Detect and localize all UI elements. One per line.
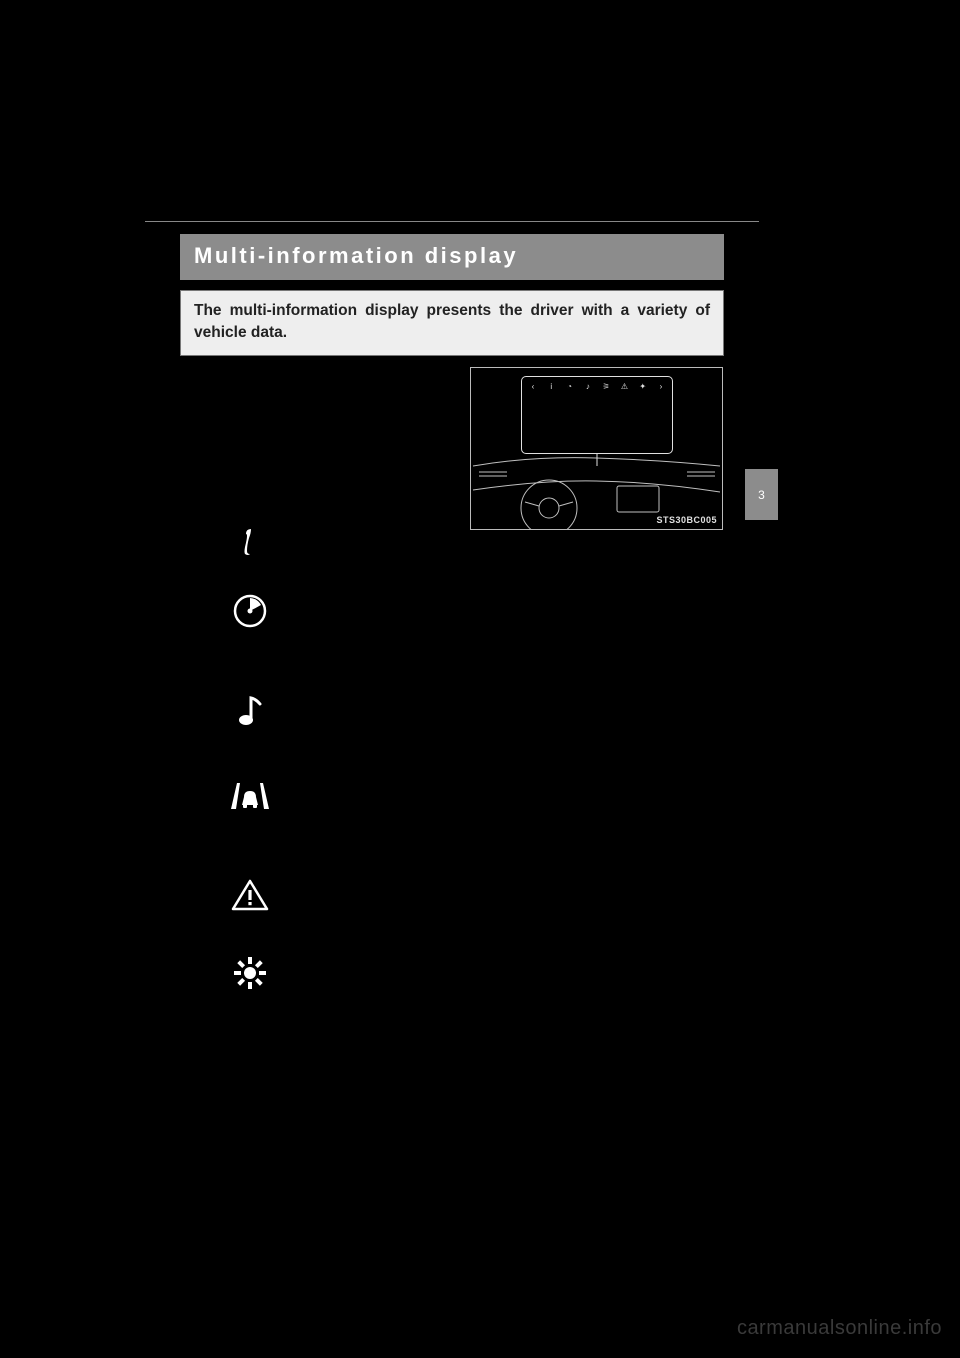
dashboard-outline	[471, 368, 722, 529]
section-title-bar: Multi-information display	[180, 234, 724, 280]
main-content: Multi-information display The multi-info…	[180, 234, 724, 356]
watermark: carmanualsonline.info	[737, 1317, 942, 1340]
audio-icon	[225, 690, 275, 732]
info-icon	[225, 520, 275, 562]
intro-text: The multi-information display presents t…	[194, 300, 710, 345]
gauge-icon	[225, 590, 275, 632]
warning-icon	[225, 874, 275, 916]
driving-assist-icon	[225, 774, 275, 816]
page-divider	[145, 221, 759, 222]
diagram-code: STS30BC005	[656, 515, 717, 525]
section-tab: 3	[745, 469, 778, 520]
section-tab-number: 3	[758, 488, 765, 502]
icon-column	[225, 520, 275, 994]
section-title: Multi-information display	[194, 243, 518, 268]
intro-box: The multi-information display presents t…	[180, 290, 724, 356]
dashboard-diagram: ‹ i ◔ ♪ ⚞ ⚠ ✦ ›	[470, 367, 723, 530]
settings-icon	[225, 952, 275, 994]
